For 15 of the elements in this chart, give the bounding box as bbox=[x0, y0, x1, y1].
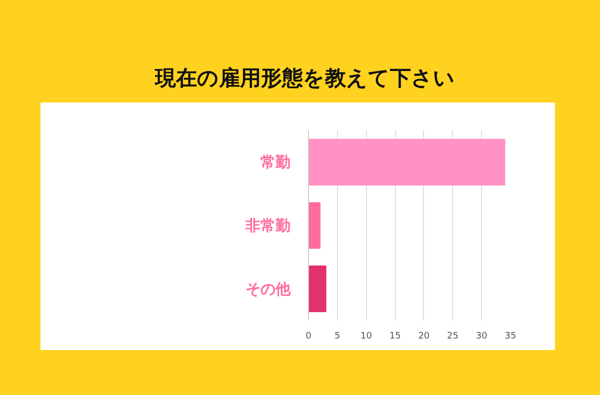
bar bbox=[308, 138, 506, 186]
x-tick-label: 30 bbox=[476, 332, 488, 342]
x-tick-label: 35 bbox=[504, 332, 516, 342]
bar bbox=[308, 266, 326, 312]
x-tick-label: 20 bbox=[418, 332, 430, 342]
x-tick-label: 5 bbox=[334, 332, 340, 342]
y-tick-label: その他 bbox=[246, 280, 292, 298]
x-tick-label: 0 bbox=[306, 332, 312, 342]
x-tick-label: 15 bbox=[389, 332, 401, 342]
y-tick-label: 非常勤 bbox=[244, 216, 290, 234]
y-tick-label: 常勤 bbox=[260, 153, 290, 172]
x-tick-label: 10 bbox=[360, 332, 372, 342]
bar bbox=[308, 202, 321, 249]
chart-title: 現在の雇用形態を教えて下さい bbox=[155, 65, 455, 92]
x-tick-label: 25 bbox=[447, 332, 459, 342]
